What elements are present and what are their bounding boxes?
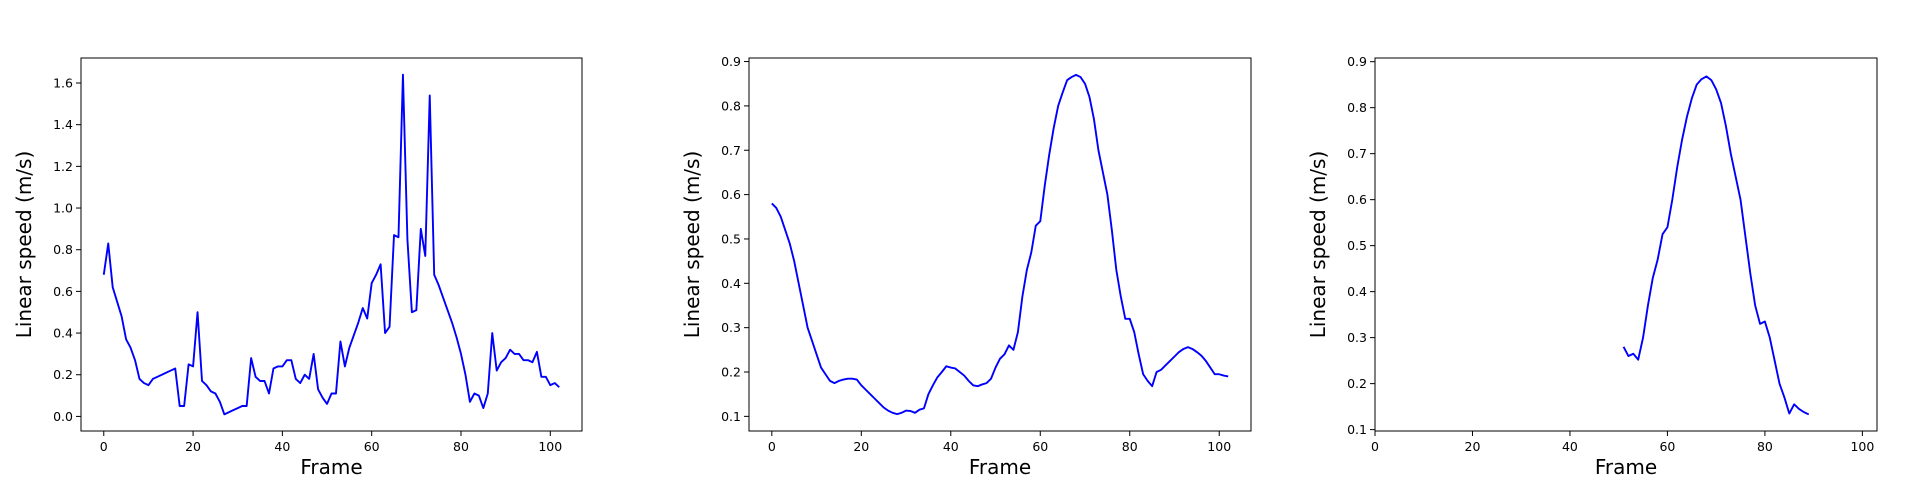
x-tick-label: 20 [853, 439, 869, 454]
y-tick-label: 0.8 [721, 98, 741, 113]
y-tick-label: 0.7 [1347, 146, 1367, 161]
data-line [102, 73, 560, 416]
x-tick-label: 20 [185, 439, 201, 454]
y-axis-label: Linear speed (m/s) [680, 151, 704, 339]
axes-frame [748, 57, 1252, 432]
data-line [771, 73, 1229, 416]
y-tick-label: 0.5 [721, 231, 741, 246]
x-axis-label: Frame [300, 455, 362, 479]
y-tick-label: 0.7 [721, 143, 741, 158]
y-tick-label: 0.6 [53, 284, 73, 299]
x-axis-label: Frame [969, 455, 1031, 479]
x-tick-label: 80 [1757, 439, 1773, 454]
y-tick-label: 0.0 [53, 409, 73, 424]
x-tick-label: 0 [100, 439, 108, 454]
x-tick-label: 60 [1032, 439, 1048, 454]
x-tick-label: 0 [1371, 439, 1379, 454]
y-tick-label: 0.1 [1347, 422, 1367, 437]
y-tick-label: 0.2 [1347, 376, 1367, 391]
y-tick-label: 0.8 [1347, 100, 1367, 115]
x-tick-label: 60 [364, 439, 380, 454]
x-tick-label: 100 [1207, 439, 1231, 454]
x-tick-label: 80 [1122, 439, 1138, 454]
x-tick-label: 40 [274, 439, 290, 454]
y-tick-label: 0.3 [721, 320, 741, 335]
x-tick-label: 100 [1850, 439, 1874, 454]
y-axis-label: Linear speed (m/s) [12, 151, 36, 339]
y-tick-label: 1.6 [53, 76, 73, 91]
x-tick-label: 40 [1562, 439, 1578, 454]
x-axis-label: Frame [1595, 455, 1657, 479]
x-tick-label: 100 [538, 439, 562, 454]
y-tick-label: 0.9 [721, 54, 741, 69]
y-tick-label: 0.1 [721, 409, 741, 424]
x-tick-label: 0 [768, 439, 776, 454]
axes-frame [1374, 57, 1878, 432]
y-tick-label: 0.5 [1347, 238, 1367, 253]
y-tick-label: 0.6 [1347, 192, 1367, 207]
x-tick-label: 40 [943, 439, 959, 454]
y-tick-label: 1.0 [53, 201, 73, 216]
y-tick-label: 1.2 [53, 159, 73, 174]
y-tick-label: 0.2 [53, 367, 73, 382]
y-tick-label: 0.4 [721, 276, 741, 291]
y-tick-label: 0.9 [1347, 54, 1367, 69]
y-tick-label: 0.6 [721, 187, 741, 202]
axes-frame [80, 57, 583, 432]
y-tick-label: 0.4 [53, 326, 73, 341]
x-tick-label: 20 [1465, 439, 1481, 454]
y-tick-label: 0.8 [53, 242, 73, 257]
data-line [1622, 75, 1810, 416]
y-tick-label: 0.4 [1347, 284, 1367, 299]
x-tick-label: 60 [1659, 439, 1675, 454]
y-tick-label: 1.4 [53, 117, 73, 132]
y-axis-label: Linear speed (m/s) [1306, 151, 1330, 339]
x-tick-label: 80 [453, 439, 469, 454]
y-tick-label: 0.2 [721, 365, 741, 380]
y-tick-label: 0.3 [1347, 330, 1367, 345]
